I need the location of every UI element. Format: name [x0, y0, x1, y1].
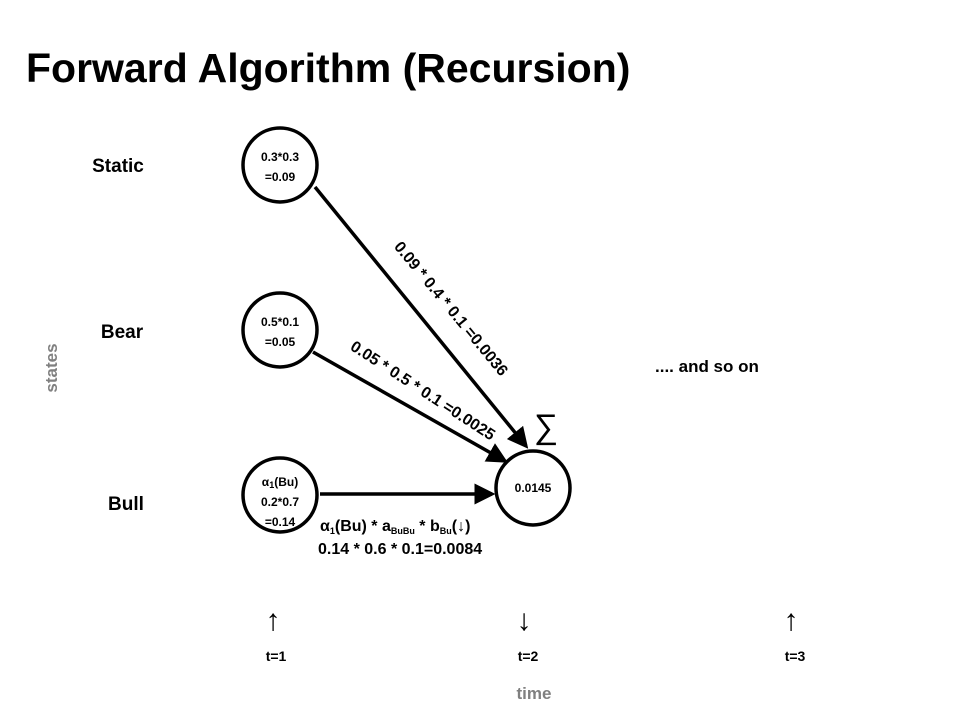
subscript: Bu [440, 526, 452, 536]
node-text: 0.3*0.3 [261, 150, 299, 164]
state-label: Bull [108, 494, 144, 515]
formula-value: 0.14 * 0.6 * 0.1=0.0084 [318, 541, 482, 558]
axis-label: time [517, 684, 552, 703]
node [494, 449, 572, 527]
note: .... and so on [655, 357, 759, 376]
node-text: α1(Bu) [262, 475, 298, 490]
edge [313, 185, 529, 449]
node-text: =0.09 [265, 170, 296, 184]
subscript: BuBu [391, 526, 415, 536]
observation: ↑ [266, 604, 281, 637]
time-label: t=2 [518, 648, 539, 664]
state-label: Bear [101, 322, 144, 343]
formula: α1(Bu) * aBuBu * bBu(↓) [320, 518, 470, 536]
observation: ↑ [784, 604, 799, 637]
node-text: 0.2*0.7 [261, 495, 299, 509]
title: Forward Algorithm (Recursion) [26, 45, 630, 91]
state-label: Static [92, 156, 144, 177]
time-label: t=3 [785, 648, 806, 664]
text: α [262, 475, 270, 489]
text: (Bu) [274, 475, 298, 489]
node-text: =0.14 [265, 515, 296, 529]
axis-label: states [42, 343, 61, 392]
text: (Bu) * a [335, 518, 391, 535]
text: (↓) [452, 518, 471, 535]
edge [312, 350, 509, 463]
text: * b [415, 518, 440, 535]
time-label: t=1 [266, 648, 287, 664]
node [241, 291, 319, 369]
node [241, 126, 319, 204]
node [241, 456, 319, 534]
edge-label: 0.09 * 0.4 * 0.1 =0.0036 [390, 239, 510, 380]
node-text: =0.05 [265, 335, 296, 349]
subscript: 1 [330, 526, 335, 536]
node-text: 0.5*0.1 [261, 315, 299, 329]
text: α [320, 518, 330, 535]
observation: ↓ [517, 604, 532, 637]
node-text: 0.0145 [515, 481, 552, 495]
sum-symbol: ∑ [534, 408, 558, 446]
subscript: 1 [269, 480, 274, 490]
edge-label: 0.05 * 0.5 * 0.1 =0.0025 [347, 338, 498, 444]
